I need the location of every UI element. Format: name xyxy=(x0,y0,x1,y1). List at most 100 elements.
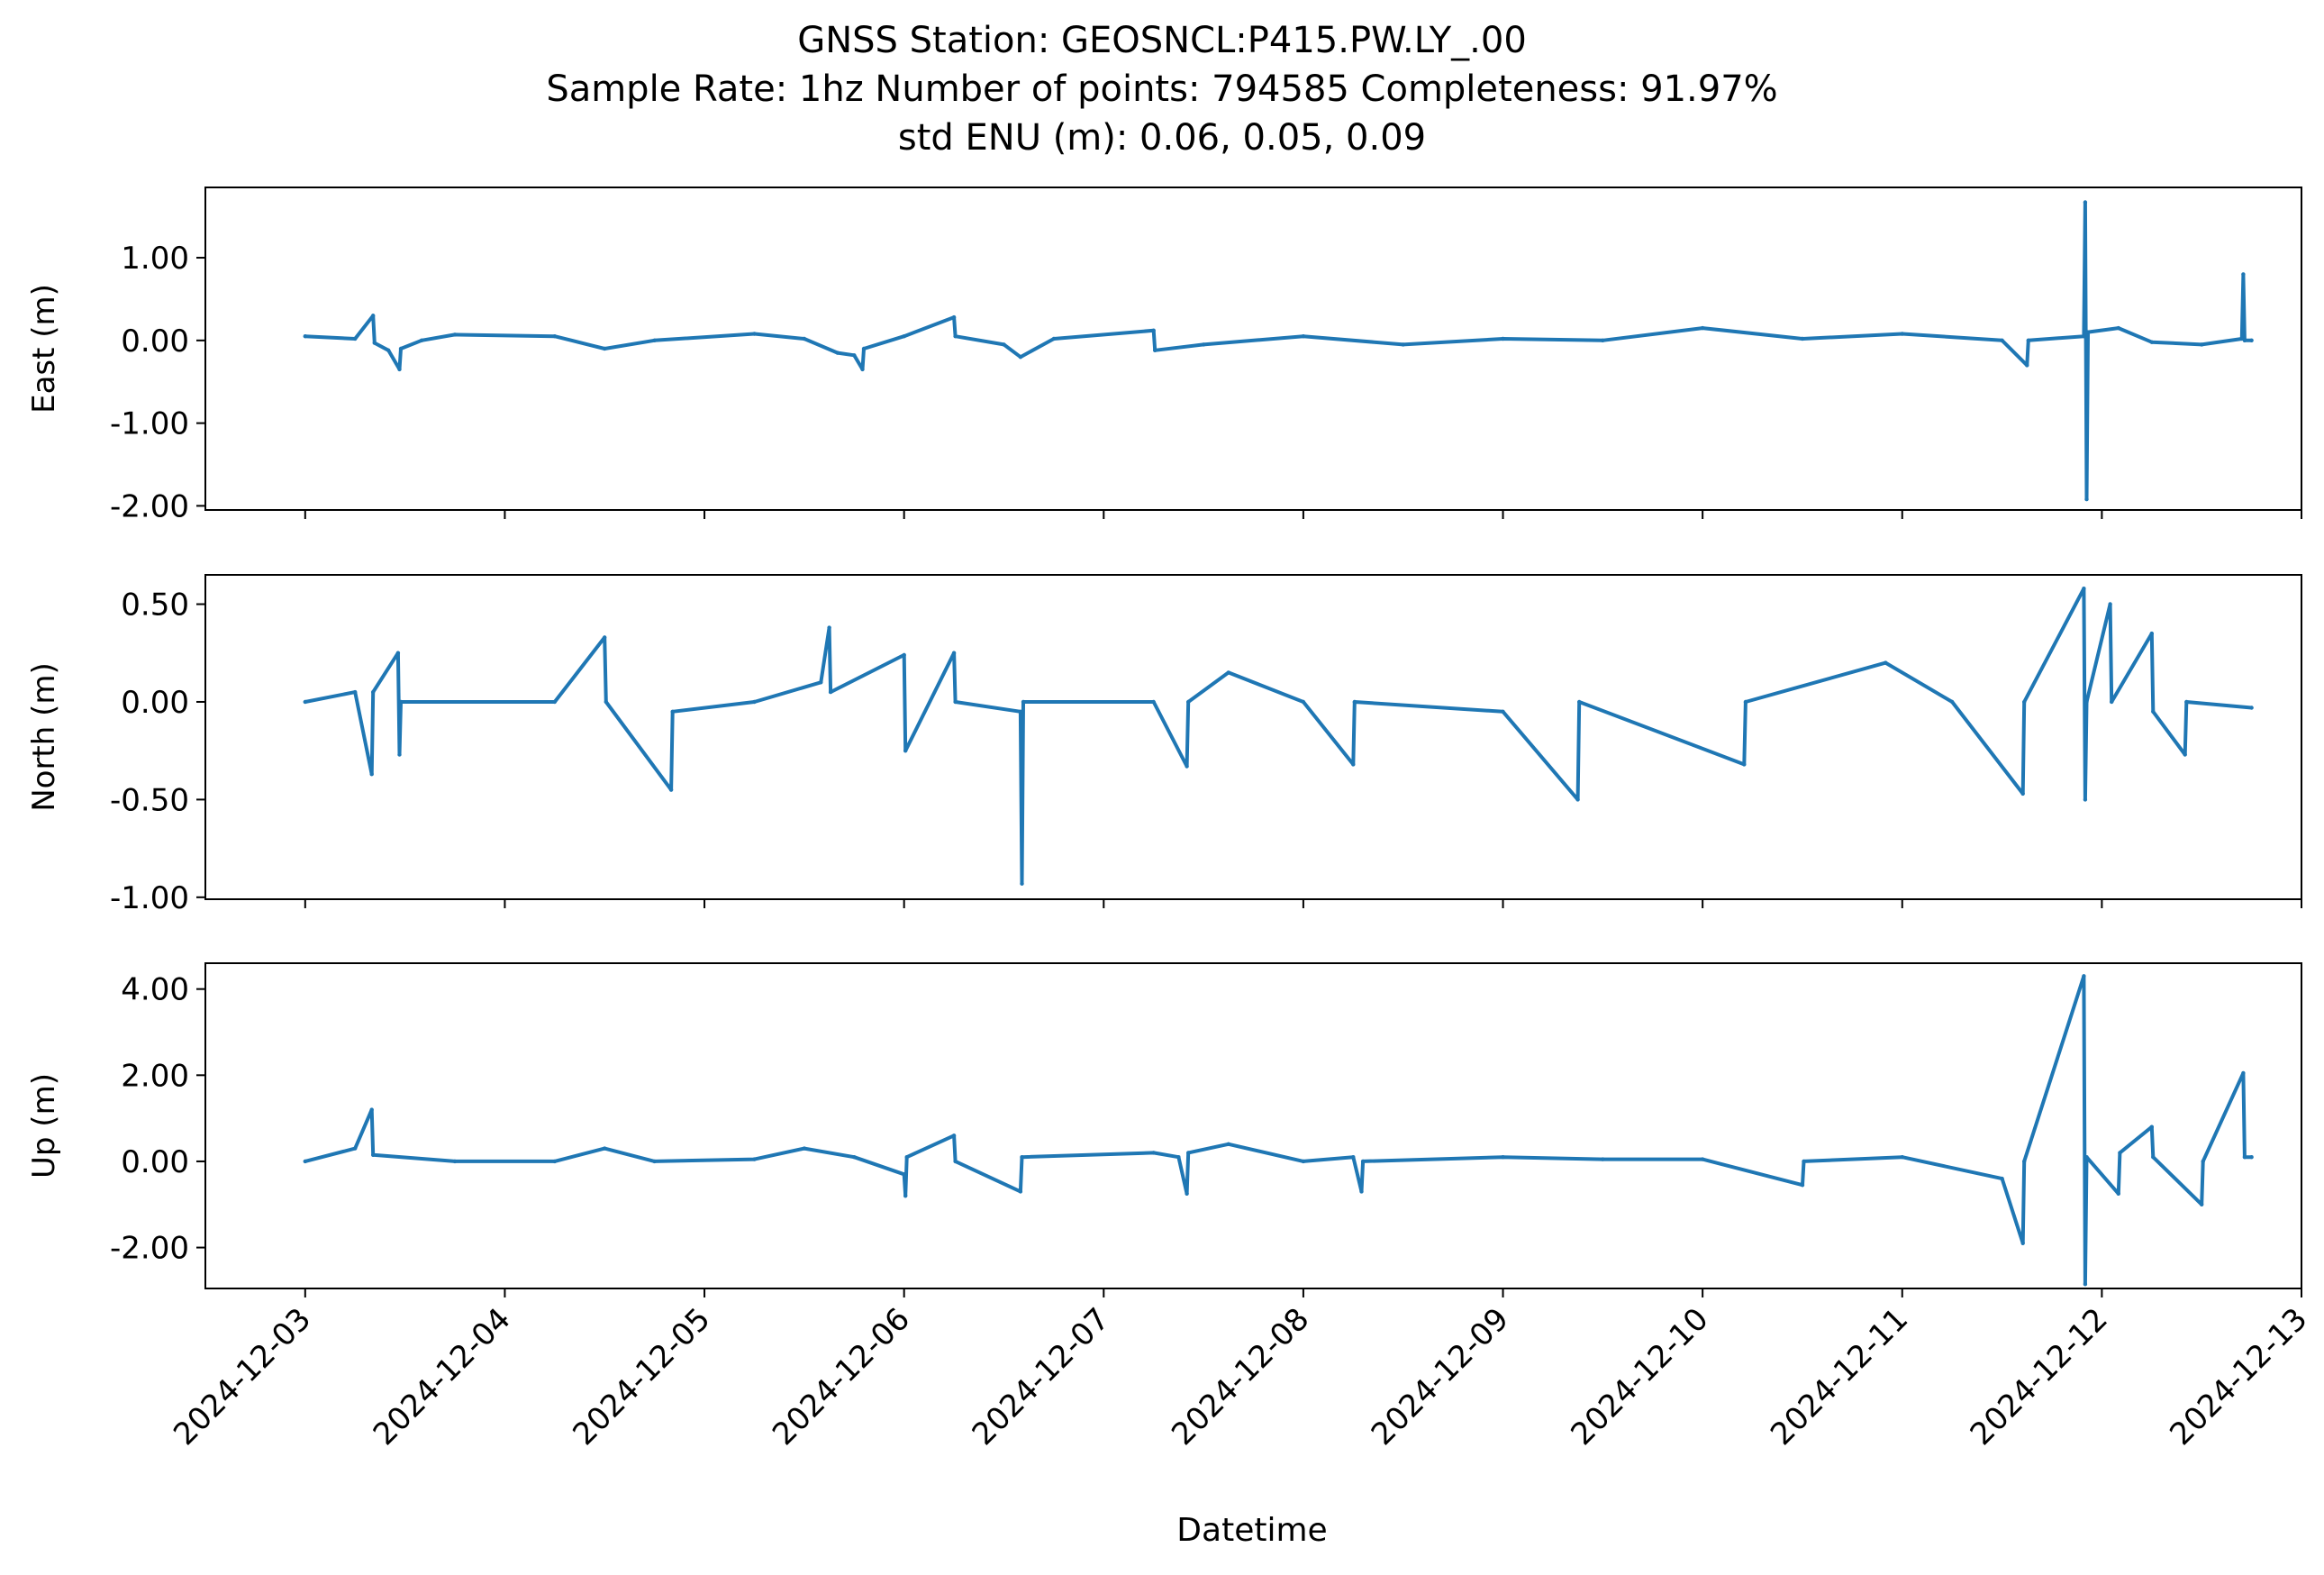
data-point xyxy=(372,341,377,345)
data-point xyxy=(1226,1142,1231,1147)
x-axis-tick-labels: 2024-12-03 2024-12-04 2024-12-05 2024-12-06… xyxy=(167,1301,2314,1452)
data-point xyxy=(652,1159,657,1164)
data-point xyxy=(861,346,867,351)
data-point xyxy=(1401,342,1405,347)
data-point xyxy=(2242,1155,2247,1160)
data-point xyxy=(2241,1070,2246,1076)
data-point xyxy=(2249,706,2254,710)
data-point xyxy=(1020,1155,1024,1160)
data-point xyxy=(2084,496,2089,502)
y-tick-label: 0.00 xyxy=(121,685,189,721)
data-point xyxy=(802,336,807,341)
axes-frame xyxy=(204,574,2302,900)
data-point xyxy=(1359,1189,1364,1194)
data-point xyxy=(902,652,906,658)
series-line xyxy=(303,974,2254,1287)
data-point xyxy=(371,1152,376,1158)
data-point xyxy=(819,680,823,685)
data-point xyxy=(2116,1191,2120,1197)
data-point xyxy=(1743,699,1748,705)
y-tick-label: 0.50 xyxy=(121,587,189,624)
data-point xyxy=(1501,1155,1505,1160)
data-point xyxy=(1884,660,1888,665)
y-axis-label: East (m) xyxy=(26,284,62,414)
y-tick-label: -2.00 xyxy=(110,488,189,524)
data-point xyxy=(398,699,404,705)
data-point xyxy=(2201,1159,2205,1164)
subplot-east: 1.00 0.00 -1.00 -2.00 East (m) xyxy=(26,187,2302,524)
data-point xyxy=(369,1107,374,1112)
data-point xyxy=(2022,699,2027,705)
data-point xyxy=(1002,342,1006,347)
data-point xyxy=(2149,1124,2154,1129)
data-point xyxy=(902,1172,906,1177)
data-point xyxy=(1800,336,1805,341)
data-point xyxy=(1501,709,1505,714)
data-point xyxy=(1700,1157,1705,1161)
data-point xyxy=(419,338,424,342)
data-point xyxy=(2249,338,2254,342)
y-tick-label: 4.00 xyxy=(121,972,189,1008)
data-point xyxy=(2020,791,2025,797)
data-point xyxy=(752,1157,757,1161)
x-tick-label: 2024-12-13 xyxy=(2163,1301,2314,1452)
data-point xyxy=(1360,1159,1366,1164)
data-point xyxy=(353,1146,358,1151)
y-tick-label: -2.00 xyxy=(110,1231,189,1267)
data-point xyxy=(2249,1155,2254,1160)
data-point xyxy=(2241,272,2246,277)
data-point xyxy=(2151,1155,2156,1160)
data-point xyxy=(603,635,607,640)
data-point xyxy=(2151,709,2156,714)
data-point xyxy=(1351,1155,1356,1160)
data-point xyxy=(1577,699,1582,705)
data-point xyxy=(2149,340,2154,344)
data-point xyxy=(1700,325,1705,331)
data-point xyxy=(386,348,391,352)
data-point xyxy=(1186,1151,1191,1155)
axes-frame xyxy=(204,187,2302,511)
data-point xyxy=(828,689,833,695)
x-tick-label: 2024-12-03 xyxy=(167,1301,318,1452)
data-point xyxy=(353,689,358,695)
data-point xyxy=(2200,342,2204,347)
data-point xyxy=(2025,363,2029,368)
data-point xyxy=(552,334,557,339)
data-point xyxy=(303,334,307,339)
data-point xyxy=(902,334,906,339)
data-point xyxy=(2149,631,2154,636)
data-point xyxy=(2184,699,2189,705)
data-point xyxy=(398,346,404,351)
data-point xyxy=(2118,1151,2122,1155)
data-point xyxy=(353,336,358,341)
data-point xyxy=(802,1146,807,1151)
data-point xyxy=(2026,338,2030,342)
title-line-3: std ENU (m): 0.06, 0.05, 0.09 xyxy=(898,117,1426,159)
x-tick-label: 2024-12-05 xyxy=(566,1301,717,1452)
data-point xyxy=(852,353,857,358)
data-point xyxy=(397,752,402,757)
x-tick-label: 2024-12-10 xyxy=(1565,1301,1716,1452)
data-point xyxy=(1351,762,1356,767)
data-point xyxy=(1153,348,1157,352)
data-point xyxy=(852,1155,857,1160)
y-tick-label: 2.00 xyxy=(121,1058,189,1094)
data-point xyxy=(2082,974,2086,979)
data-point xyxy=(303,699,307,705)
subplot-north: 0.50 0.00 -0.50 -1.00 North (m) xyxy=(26,574,2302,916)
data-point xyxy=(1352,699,1357,705)
data-point xyxy=(2083,200,2088,205)
data-point xyxy=(1601,338,1605,342)
data-point xyxy=(604,699,608,705)
data-point xyxy=(1018,355,1023,360)
y-tick-label: 0.00 xyxy=(121,1144,189,1180)
data-point xyxy=(1201,342,1206,347)
data-point xyxy=(670,709,675,714)
x-tick-label: 2024-12-12 xyxy=(1964,1301,2115,1452)
x-tick-label: 2024-12-08 xyxy=(1165,1301,1316,1452)
data-point xyxy=(1185,764,1189,769)
data-point xyxy=(603,346,607,351)
y-tick-label: -1.00 xyxy=(110,880,189,916)
data-point xyxy=(953,1159,958,1164)
data-point xyxy=(652,338,657,342)
